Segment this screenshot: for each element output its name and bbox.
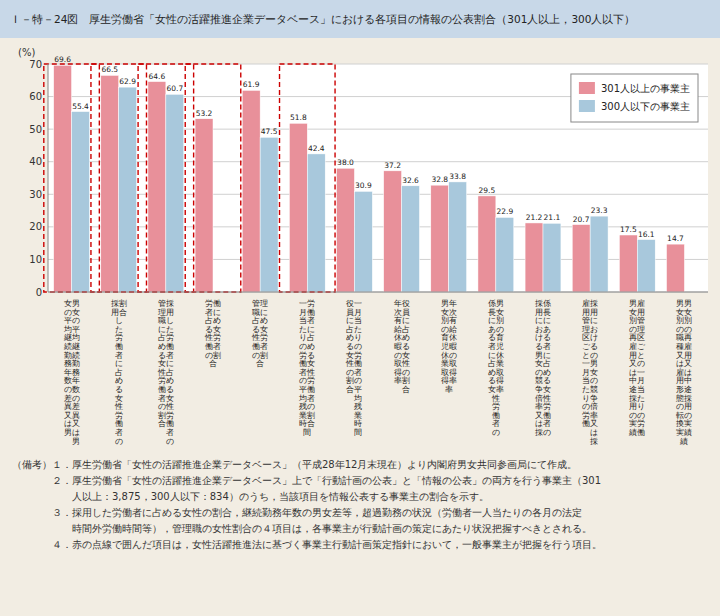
- category-label: 管採理用職しにた占労め働る者女に性占労め働る者女の性割労合働 者 の: [157, 299, 174, 446]
- bar: [166, 94, 184, 292]
- bar: [242, 90, 260, 292]
- bar: [384, 171, 402, 292]
- tick-label: 50: [29, 124, 42, 135]
- highlight-box: [185, 64, 241, 292]
- bar: [402, 186, 420, 292]
- note: ３．採用した労働者に占める女性の割合，継続勤務年数の男女差等，超過勤務の状況（労…: [12, 507, 582, 518]
- bar: [289, 123, 307, 292]
- category-label: 役一員月に当占ためりるの女労性働の者割の合平 均 残 業 時 間: [345, 299, 362, 437]
- data-label: 21.2: [526, 213, 543, 222]
- note: （備考）１．厚生労働省「女性の活躍推進企業データベース」（平成28年12月末現在…: [12, 459, 577, 470]
- bar: [496, 217, 514, 292]
- data-label: 21.1: [544, 213, 561, 222]
- bar: [619, 235, 637, 292]
- bar: [572, 225, 590, 292]
- data-label: 55.4: [72, 102, 89, 111]
- tick-label: 40: [29, 156, 42, 167]
- plot-area: [48, 64, 708, 292]
- bar: [337, 168, 355, 292]
- x-axis: [48, 292, 708, 293]
- axis-label: (%): [18, 47, 35, 58]
- legend-label: 300人以下の事業主: [601, 101, 690, 112]
- note: 人以上：3,875，300人以下：834）のうち，当該項目を情報公表する事業主の…: [12, 491, 489, 502]
- data-label: 51.8: [290, 113, 307, 122]
- data-label: 33.8: [449, 172, 466, 181]
- data-label: 37.2: [384, 161, 401, 170]
- bar: [449, 182, 467, 292]
- data-label: 20.7: [573, 215, 590, 224]
- tick-label: 10: [29, 254, 42, 265]
- data-label: 38.0: [337, 158, 354, 167]
- bar: [148, 82, 166, 292]
- bar: [590, 216, 608, 292]
- data-label: 14.7: [667, 234, 684, 243]
- highlight-box: [280, 64, 336, 292]
- data-label: 69.6: [54, 55, 71, 64]
- category-label: 男雇女用別管の理再区雇ご用と又のは一中月途当採た用りのの実労績働: [628, 299, 646, 437]
- title-bar: [0, 0, 720, 38]
- tick-label: 20: [29, 221, 42, 232]
- data-label: 29.5: [479, 186, 496, 195]
- bar: [431, 185, 449, 292]
- data-label: 53.2: [196, 109, 213, 118]
- bar: [307, 154, 325, 292]
- data-label: 17.5: [620, 225, 637, 234]
- category-label: 採割用合した労働者に占める女性労働者の: [111, 299, 127, 446]
- data-label: 60.7: [166, 84, 183, 93]
- data-label: 30.9: [355, 181, 372, 190]
- tick-label: 30: [29, 189, 42, 200]
- chart: Ｉ－特－24図 厚生労働省「女性の活躍推進企業データベース」における各項目の情報…: [0, 0, 720, 616]
- bar: [478, 196, 496, 292]
- data-label: 62.9: [119, 77, 136, 86]
- bar: [260, 137, 278, 292]
- background: [0, 0, 720, 616]
- legend-label: 301人以上の事業主: [601, 83, 690, 94]
- bar: [354, 191, 372, 292]
- note: ４．赤の点線で囲んだ項目は，女性活躍推進法に基づく事業主行動計画策定指針において…: [12, 539, 602, 550]
- bar: [543, 223, 561, 292]
- bar: [72, 112, 90, 292]
- data-label: 64.6: [149, 72, 166, 81]
- bar: [54, 65, 72, 292]
- tick-label: 60: [29, 91, 42, 102]
- bar: [637, 240, 655, 292]
- data-label: 42.4: [308, 144, 325, 153]
- data-label: 61.9: [243, 80, 260, 89]
- category-label: 採係用長ににおあけるる者男に女占のめ競る争女倍性率労又働は者採の: [535, 299, 551, 437]
- legend-box: [571, 74, 698, 122]
- category-label: 女男の女平の均平継均続継勤続務勤年務数年の数差の異差又異は又男は 男: [63, 299, 80, 446]
- category-label: 雇採用用管に理お区けごるとの一男月女当のた競り争の倍労率働又 は 採: [582, 299, 598, 446]
- data-label: 23.3: [591, 206, 608, 215]
- data-label: 16.1: [638, 230, 655, 239]
- category-label: 男年女次別有の給育休児暇休の業取取得得率率: [441, 299, 457, 394]
- category-label: 一労月働当者たにり占のめ労る働女者性の労平働均者残の業割時合間: [298, 299, 315, 437]
- category-label: 男男女女別別のの職再種雇又用は又雇は用中形途態採の用転の換実実績績: [675, 299, 692, 446]
- note: 時間外労働時間等），管理職の女性割合の４項目は，各事業主が行動計画の策定にあたり…: [12, 523, 592, 534]
- category-label: 年役次員有に給占休め暇るの女取性得の率割 合: [393, 299, 410, 394]
- legend-swatch: [579, 100, 595, 112]
- bar: [195, 119, 213, 292]
- data-label: 32.8: [431, 175, 448, 184]
- bar: [667, 244, 685, 292]
- grid-line: [48, 292, 708, 293]
- bar: [119, 87, 137, 292]
- data-label: 22.9: [496, 207, 513, 216]
- note: ２．厚生労働省「女性の活躍推進企業データベース」上で「行動計画の公表」と「情報の…: [12, 475, 601, 486]
- title: Ｉ－特－24図 厚生労働省「女性の活躍推進企業データベース」における各項目の情報…: [10, 13, 635, 26]
- bar: [525, 223, 543, 292]
- legend-swatch: [579, 82, 595, 94]
- data-label: 32.6: [402, 176, 419, 185]
- category-label: 係男長女に別あのる育者児に休占業め取る得女率性労働者の: [488, 299, 504, 437]
- tick-label: 0: [36, 287, 42, 298]
- tick-label: 70: [29, 59, 42, 70]
- y-axis: [48, 64, 49, 292]
- data-label: 66.5: [101, 65, 118, 74]
- category-label: 労働者に占める女性労働者の割合: [204, 299, 221, 368]
- category-label: 管理職に占める女性労働者の割合: [251, 299, 268, 368]
- bar: [101, 75, 119, 292]
- legend: 301人以上の事業主 300人以下の事業主: [571, 74, 698, 122]
- data-label: 47.5: [261, 127, 278, 136]
